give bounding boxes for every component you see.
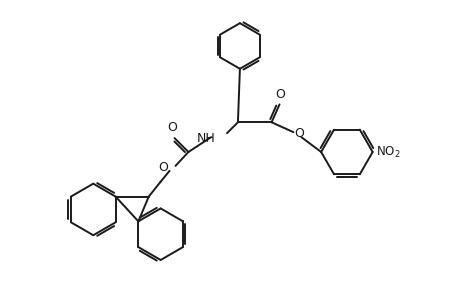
Text: O: O bbox=[167, 121, 177, 134]
Text: O: O bbox=[294, 127, 303, 140]
Text: NH: NH bbox=[196, 132, 215, 145]
Text: NO$_2$: NO$_2$ bbox=[375, 144, 399, 160]
Text: O: O bbox=[158, 161, 168, 174]
Text: O: O bbox=[275, 88, 285, 101]
